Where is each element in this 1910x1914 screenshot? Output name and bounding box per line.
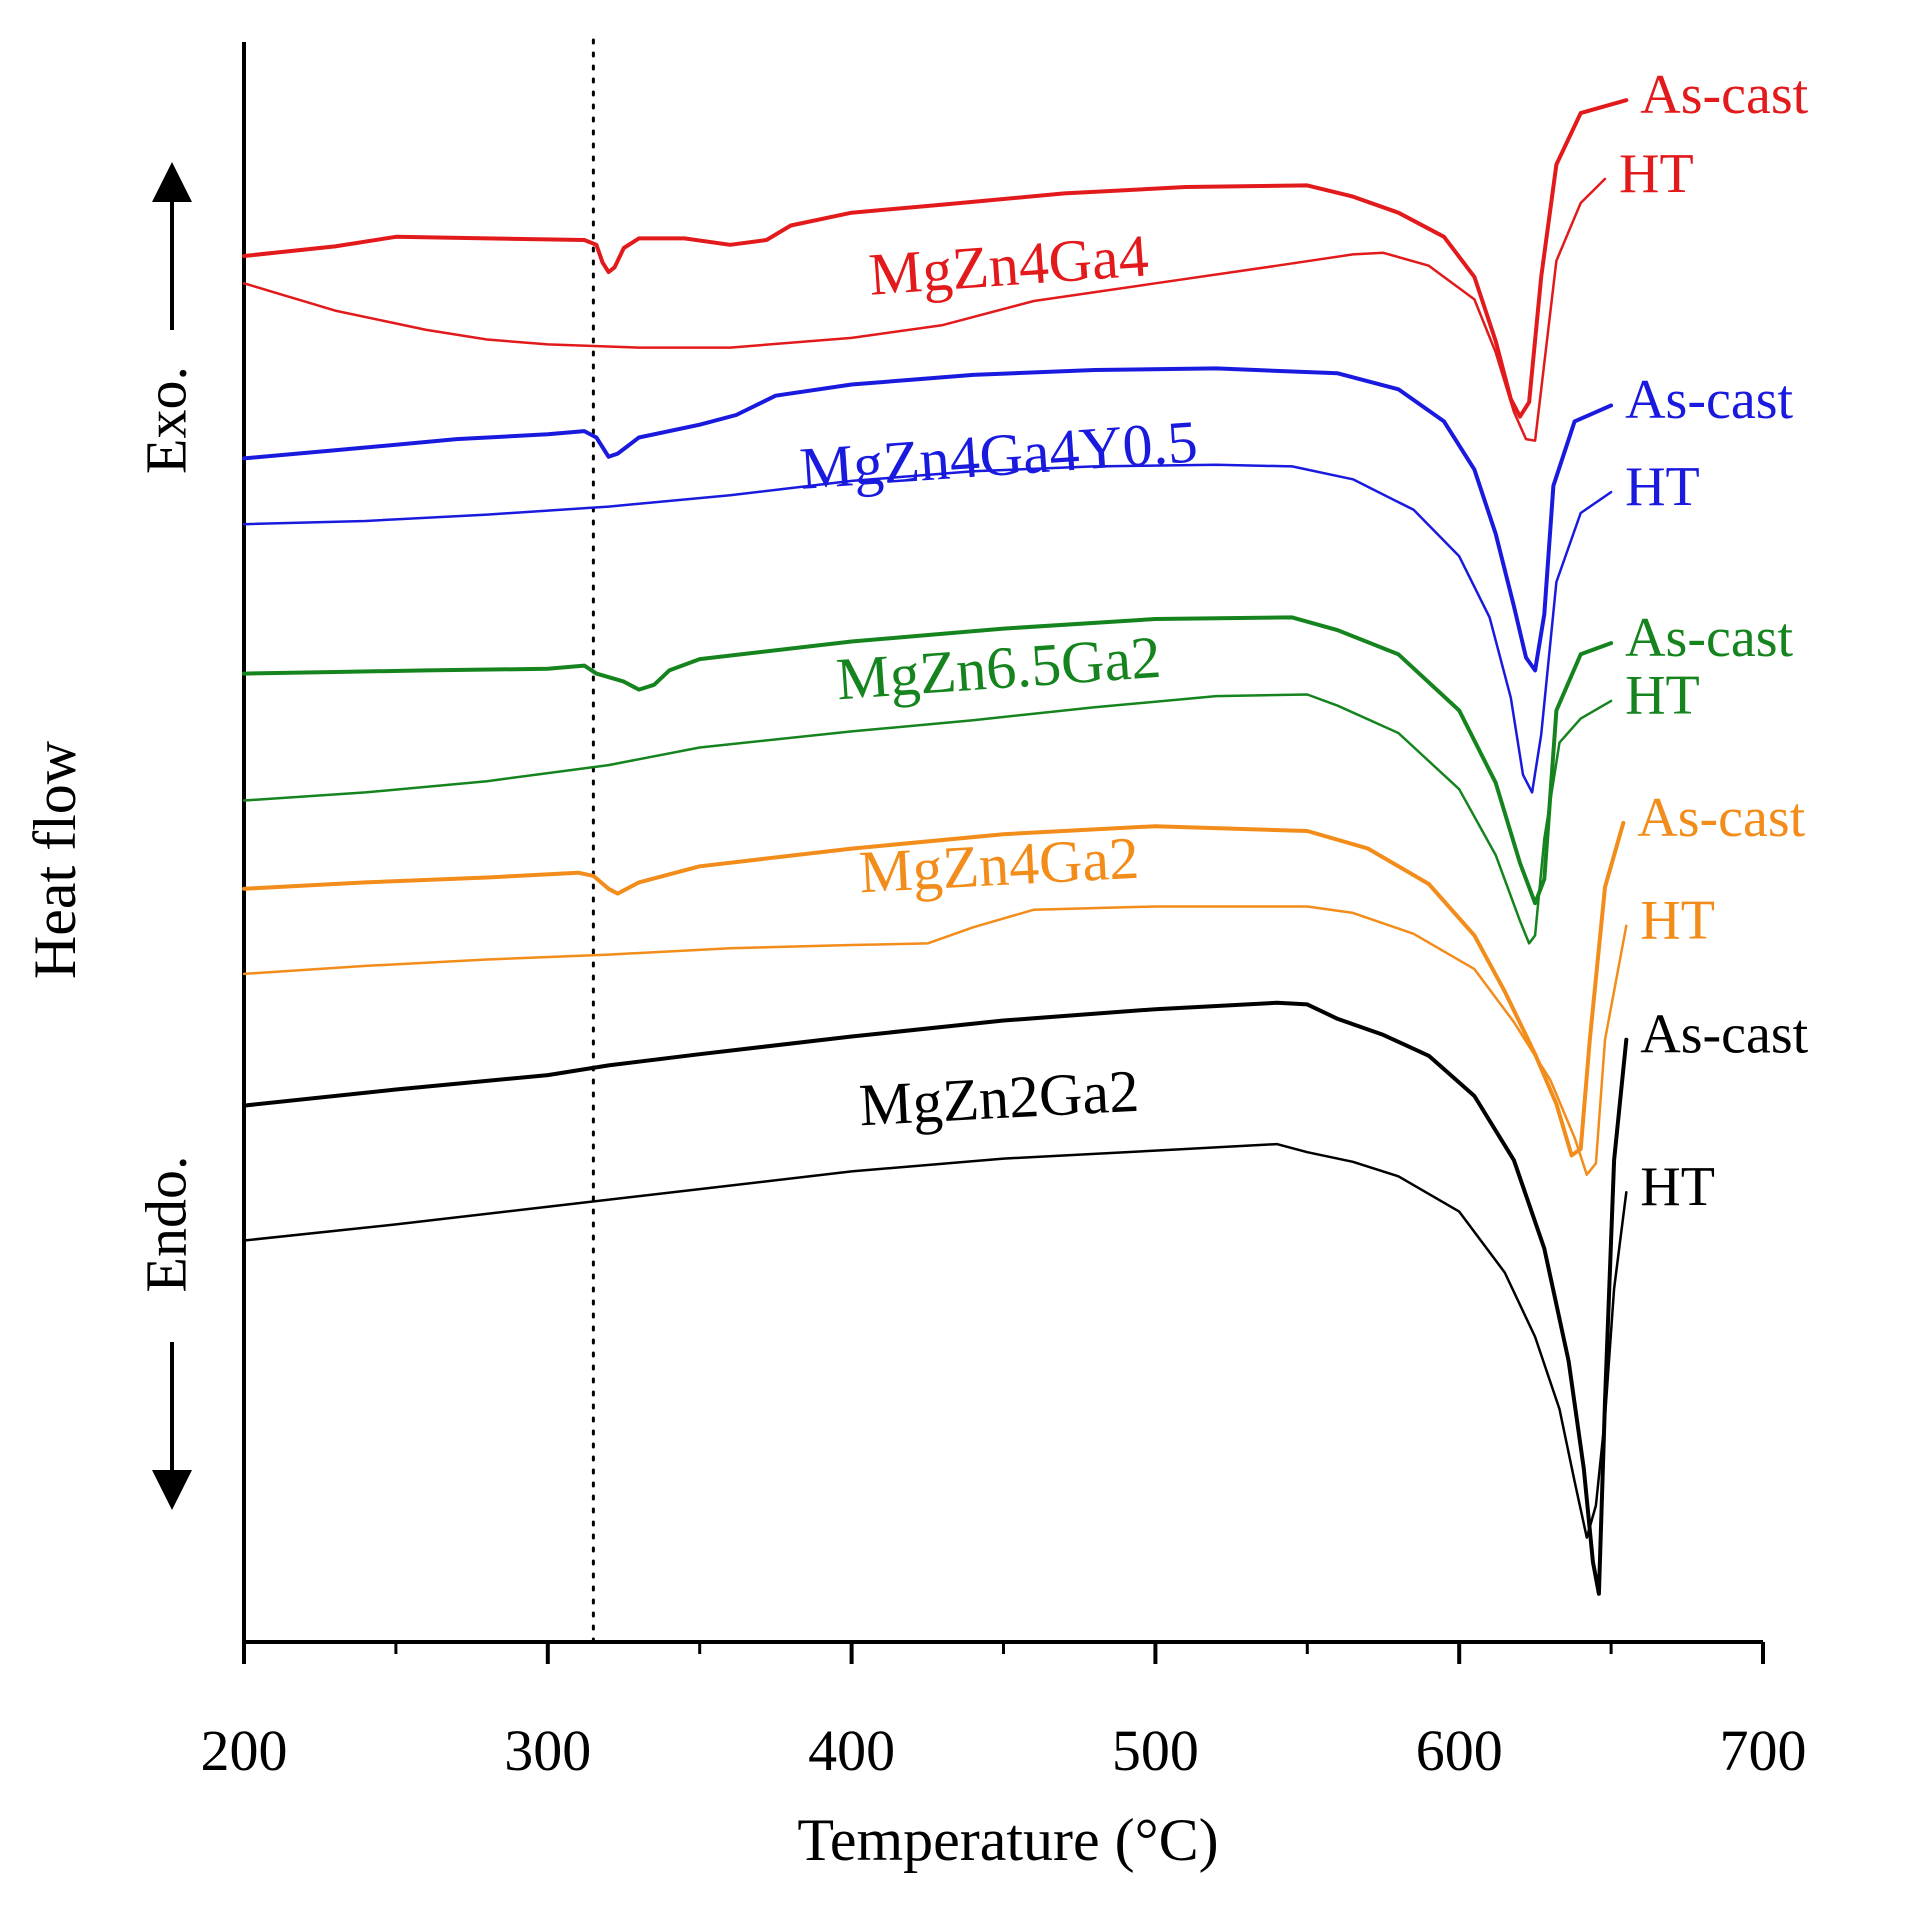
y-annotations: Exo. Endo. Heat flow — [22, 162, 198, 1510]
series-line — [242, 615, 1614, 906]
series-line — [242, 1000, 1629, 1596]
sample-label: MgZn4Ga4 — [867, 222, 1151, 307]
sample-label: MgZn2Ga2 — [857, 1058, 1140, 1139]
x-tick-label: 400 — [808, 1718, 895, 1783]
curve-label: As-cast — [1637, 787, 1805, 849]
x-tick-label: 200 — [201, 1718, 288, 1783]
x-tick-label: 500 — [1112, 1718, 1199, 1783]
series-line — [242, 820, 1626, 1158]
series-line — [242, 1142, 1628, 1539]
sample-labels: MgZn4Ga4MgZn4Ga4Y0.5MgZn6.5Ga2MgZn4Ga2Mg… — [798, 222, 1200, 1138]
sample-label: MgZn4Ga2 — [857, 825, 1140, 906]
series-line — [242, 366, 1614, 673]
x-tick-label: 700 — [1720, 1718, 1807, 1783]
curve-label: As-cast — [1640, 64, 1808, 126]
curve-label: HT — [1619, 143, 1694, 205]
curve-label: HT — [1625, 456, 1700, 518]
series-layer — [242, 98, 1629, 1596]
series-line — [242, 905, 1628, 1176]
endo-label: Endo. — [133, 1156, 198, 1293]
series-line — [242, 693, 1613, 945]
curve-label: HT — [1640, 1156, 1715, 1218]
x-tick-labels: 200 300 400 500 600 700 — [201, 1718, 1807, 1783]
curve-label: As-cast — [1625, 607, 1793, 669]
x-tick-label: 600 — [1416, 1718, 1503, 1783]
curve-label: HT — [1640, 890, 1715, 952]
series-line — [242, 98, 1629, 419]
x-ticks — [242, 1642, 1765, 1664]
x-tick-label: 300 — [504, 1718, 591, 1783]
curve-label: As-cast — [1625, 369, 1793, 431]
sample-label: MgZn4Ga4Y0.5 — [798, 408, 1200, 502]
x-axis-label: Temperature (°C) — [797, 1807, 1218, 1873]
curve-label: As-cast — [1640, 1004, 1808, 1066]
curve-labels: As-castHTAs-castHTAs-castHTAs-castHTAs-c… — [1619, 64, 1809, 1218]
curve-label: HT — [1625, 665, 1700, 727]
y-axis-label: Heat flow — [22, 740, 88, 979]
exo-label: Exo. — [133, 366, 198, 474]
series-line — [242, 177, 1607, 442]
series-line — [242, 463, 1613, 794]
